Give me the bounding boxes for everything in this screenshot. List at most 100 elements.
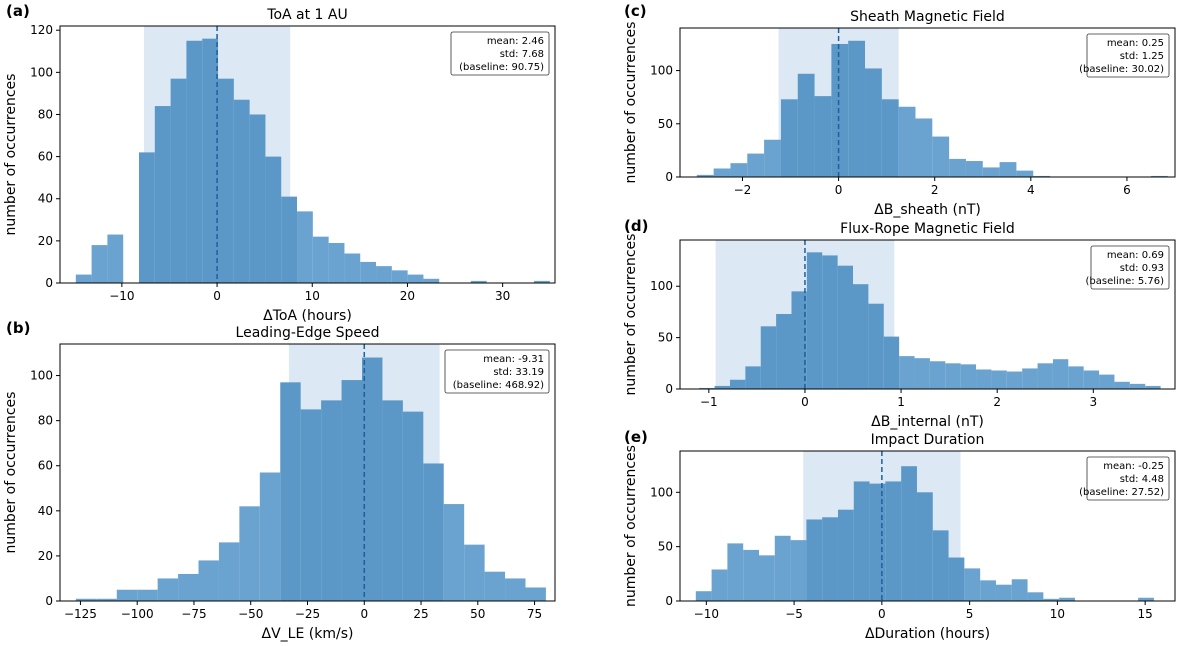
histogram-bar bbox=[760, 326, 777, 389]
histogram-bar bbox=[75, 274, 92, 283]
histogram-bar bbox=[999, 162, 1017, 177]
y-tick-label: 40 bbox=[38, 192, 53, 206]
y-tick-label: 0 bbox=[45, 276, 53, 290]
x-tick-label: 1 bbox=[897, 395, 905, 409]
histogram-bar bbox=[822, 255, 838, 389]
histogram-bar bbox=[899, 356, 915, 389]
stat-baseline: (baseline: 5.76) bbox=[1085, 276, 1164, 287]
histogram-bar bbox=[297, 211, 313, 283]
histogram-bar bbox=[932, 136, 950, 177]
chart-panel-3: −2 0 2 4 6 0 50 100 Sheath Magnetic Field ΔB_shea… bbox=[623, 2, 1176, 218]
histogram-bar bbox=[178, 573, 199, 601]
histogram-bar bbox=[696, 174, 714, 177]
histogram-bar bbox=[218, 78, 234, 283]
axes-frame bbox=[679, 239, 1176, 390]
histogram-bar bbox=[727, 543, 744, 601]
histogram-bar bbox=[402, 411, 424, 601]
y-tick-label: 0 bbox=[665, 170, 673, 184]
x-tick-label: 15 bbox=[1138, 607, 1153, 621]
histogram-bar bbox=[321, 400, 342, 601]
x-tick-label: 4 bbox=[1027, 183, 1035, 197]
histogram-bar bbox=[464, 544, 485, 601]
histogram-bar bbox=[949, 158, 966, 177]
y-tick-label: 20 bbox=[38, 549, 53, 563]
histogram-bar bbox=[865, 68, 882, 177]
stat-std: std: 4.48 bbox=[1120, 474, 1164, 485]
histogram-bar bbox=[96, 598, 117, 601]
stat-mean: mean: 2.46 bbox=[487, 36, 544, 47]
y-tick-label: 100 bbox=[650, 279, 673, 293]
stat-baseline: (baseline: 468.92) bbox=[453, 380, 544, 391]
stat-baseline: (baseline: 30.02) bbox=[1079, 64, 1164, 75]
histogram-bar bbox=[945, 363, 961, 389]
histogram-bar bbox=[806, 252, 823, 389]
histogram-bar bbox=[1011, 579, 1028, 601]
x-tick-label: −125 bbox=[64, 607, 97, 621]
histogram-bar bbox=[883, 336, 900, 389]
y-tick-label: 100 bbox=[30, 369, 53, 383]
x-axis-label: ΔToA (hours) bbox=[263, 308, 352, 324]
x-tick-label: 25 bbox=[413, 607, 428, 621]
histogram-bar bbox=[1059, 597, 1075, 601]
x-tick-label: 0 bbox=[878, 607, 886, 621]
x-tick-label: 50 bbox=[470, 607, 485, 621]
x-tick-label: −5 bbox=[785, 607, 803, 621]
y-tick-label: 100 bbox=[650, 485, 673, 499]
x-tick-label: −50 bbox=[238, 607, 263, 621]
histogram-bar bbox=[916, 492, 933, 601]
x-tick-label: 20 bbox=[400, 289, 415, 303]
panel-label: (c) bbox=[624, 2, 647, 20]
y-tick-label: 0 bbox=[665, 382, 673, 396]
x-tick-label: 6 bbox=[1123, 183, 1131, 197]
y-tick-label: 80 bbox=[38, 107, 53, 121]
histogram-bar bbox=[1099, 374, 1115, 389]
histogram-bar bbox=[407, 274, 424, 283]
y-tick-label: 50 bbox=[658, 117, 673, 131]
histogram-bar bbox=[170, 78, 187, 283]
histogram-bar bbox=[869, 483, 886, 601]
histogram-bar bbox=[915, 118, 933, 177]
y-tick-label: 40 bbox=[38, 504, 53, 518]
x-tick-label: 3 bbox=[1089, 395, 1097, 409]
histogram-bar bbox=[1037, 363, 1053, 389]
x-tick-label: −25 bbox=[295, 607, 320, 621]
stat-baseline: (baseline: 27.52) bbox=[1079, 487, 1164, 498]
histogram-bar bbox=[814, 96, 832, 177]
stats-annotation: mean: 2.46 std: 7.68 (baseline: 90.75) bbox=[450, 31, 550, 76]
histogram-bar bbox=[534, 280, 550, 283]
histogram-bar bbox=[898, 106, 916, 177]
x-axis-label: ΔDuration (hours) bbox=[865, 626, 990, 642]
y-tick-label: 50 bbox=[658, 331, 673, 345]
x-tick-label: 10 bbox=[305, 289, 320, 303]
histogram-bar bbox=[376, 266, 392, 283]
histogram-bar bbox=[881, 99, 899, 177]
histogram-bar bbox=[797, 73, 815, 177]
x-tick-label: 0 bbox=[835, 183, 843, 197]
histogram-bar bbox=[837, 265, 854, 389]
histogram-bar bbox=[382, 400, 403, 601]
histogram-bar bbox=[157, 578, 179, 601]
stats-box bbox=[450, 31, 550, 76]
histogram-bar bbox=[484, 571, 506, 601]
histogram-bar bbox=[853, 284, 869, 389]
stat-std: std: 7.68 bbox=[500, 49, 544, 60]
histogram-bar bbox=[747, 153, 765, 177]
histogram-bar bbox=[1145, 385, 1161, 389]
stats-box bbox=[1090, 245, 1170, 290]
histogram-bar bbox=[137, 589, 158, 601]
histogram-bar bbox=[1052, 359, 1069, 389]
panel-label: (a) bbox=[6, 2, 30, 20]
stat-baseline: (baseline: 90.75) bbox=[459, 62, 544, 73]
chart-panel-4: −1 0 1 2 3 0 50 100 Flux-Rope Magnetic Field ΔB_i… bbox=[623, 217, 1176, 430]
histogram-bar bbox=[791, 291, 807, 389]
histogram-bar bbox=[774, 535, 791, 601]
y-tick-label: 100 bbox=[30, 65, 53, 79]
stat-mean: mean: -9.31 bbox=[483, 354, 544, 365]
x-tick-label: −10 bbox=[109, 289, 134, 303]
histogram-bar bbox=[853, 481, 870, 601]
histogram-bar bbox=[443, 504, 465, 601]
histogram-bar bbox=[948, 557, 965, 601]
panel-label: (e) bbox=[624, 428, 648, 446]
histogram-bar bbox=[107, 234, 124, 283]
axes-frame bbox=[679, 27, 1176, 178]
